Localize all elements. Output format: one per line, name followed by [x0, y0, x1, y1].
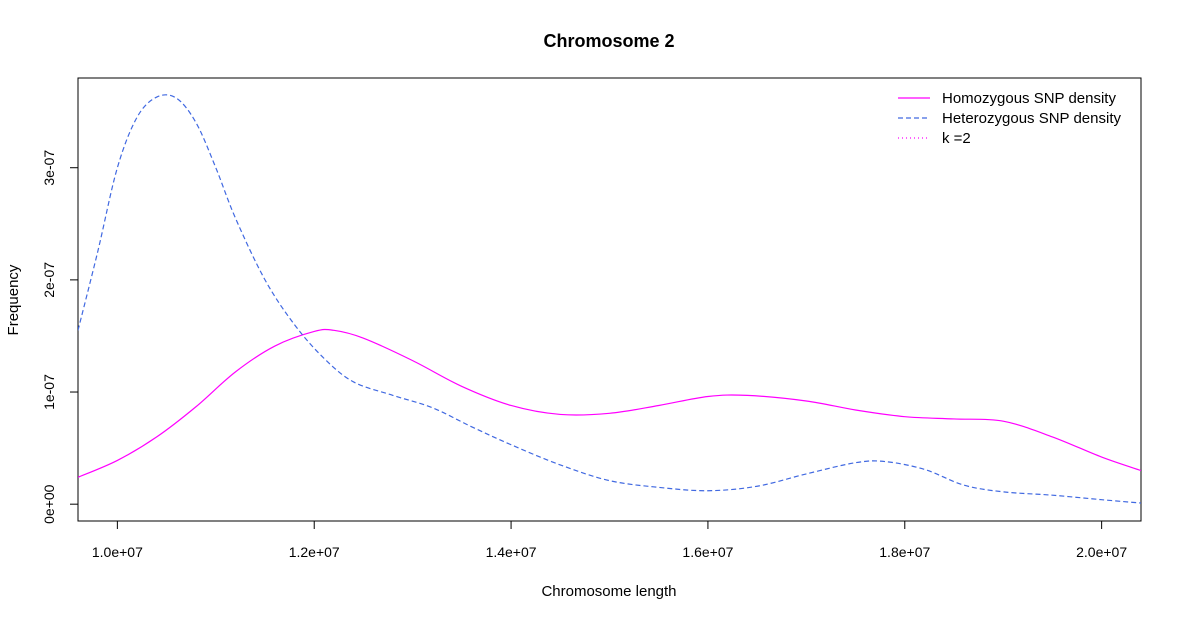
x-axis: 1.0e+07 1.2e+07 1.4e+07 1.6e+07 1.8e+07 2.0e+… — [92, 521, 1127, 560]
y-axis-label: Frequency — [5, 264, 22, 335]
x-tick-label: 1.2e+07 — [289, 544, 340, 560]
legend-label: Heterozygous SNP density — [942, 110, 1121, 127]
homozygous-density-line — [78, 328, 1141, 478]
legend-label: Homozygous SNP density — [942, 90, 1116, 107]
plot-frame — [77, 77, 1142, 522]
chart-title: Chromosome 2 — [543, 31, 674, 51]
x-axis-label: Chromosome length — [541, 583, 676, 600]
legend-label: k =2 — [942, 130, 971, 147]
x-tick-label: 1.8e+07 — [879, 544, 930, 560]
x-tick-label: 1.6e+07 — [682, 544, 733, 560]
x-tick-label: 1.0e+07 — [92, 544, 143, 560]
y-tick-label: 2e-07 — [41, 262, 57, 298]
x-tick-label: 1.4e+07 — [486, 544, 537, 560]
y-tick-label: 0e+00 — [41, 484, 57, 524]
y-tick-label: 1e-07 — [41, 374, 57, 410]
legend: Homozygous SNP density Heterozygous SNP d… — [898, 90, 1121, 147]
x-tick-label: 2.0e+07 — [1076, 544, 1127, 560]
heterozygous-density-line — [78, 94, 1141, 504]
series-layer — [78, 94, 1141, 504]
y-axis: 0e+00 1e-07 2e-07 3e-07 — [41, 150, 78, 524]
y-tick-label: 3e-07 — [41, 150, 57, 186]
